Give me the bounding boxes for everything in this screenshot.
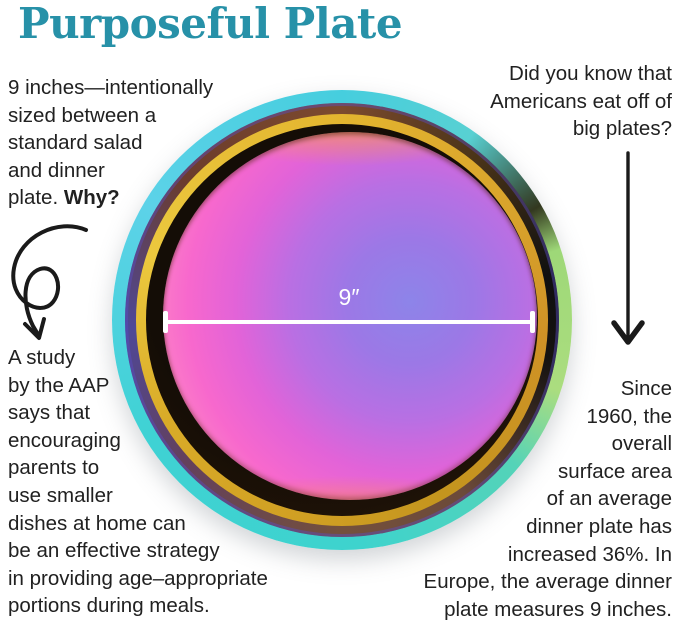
text-line: encouraging (8, 428, 121, 452)
text-line: big plates? (572, 117, 672, 141)
measure-endcap-right (530, 311, 535, 333)
down-arrow-icon (611, 151, 645, 345)
text-line: use smaller (8, 483, 113, 507)
text-line: be an effective strategy (8, 539, 220, 563)
fact-paragraph: Since 1960, the overall surface area of … (387, 375, 672, 623)
text-line: Did you know that (509, 62, 672, 85)
text-line: plate measures 9 inches. (444, 597, 672, 621)
loop-arrow-icon (11, 224, 88, 340)
text-line: sized between a (8, 103, 157, 127)
text-line: Since (620, 377, 672, 400)
text-line: portions during meals. (8, 594, 210, 618)
text-line: dishes at home can (8, 511, 186, 535)
text-line: parents to (8, 456, 100, 480)
text-line: surface area (558, 459, 672, 483)
text-line-prefix: plate. (8, 186, 64, 210)
text-line: overall (611, 432, 672, 456)
plate-face (163, 132, 537, 500)
why-emphasis: Why? (63, 186, 120, 210)
question-paragraph: Did you know that Americans eat off of b… (422, 60, 672, 143)
text-line: Americans eat off of (490, 89, 672, 113)
text-line: dinner plate has (526, 514, 672, 538)
diameter-measure-line (165, 320, 533, 324)
text-line: in providing age–appropriate (8, 566, 268, 590)
intro-paragraph: 9 inches—intentionally sized between a s… (8, 74, 243, 212)
text-line: 1960, the (586, 404, 673, 428)
text-line: A study (8, 346, 76, 369)
text-line: plate. Why? (8, 184, 243, 212)
text-line: 9 inches—intentionally (8, 76, 214, 99)
text-line: Europe, the average dinner (423, 570, 672, 594)
diameter-label: 9″ (338, 284, 360, 310)
text-line: increased 36%. In (507, 542, 672, 566)
page-title: Purposeful Plate (18, 0, 403, 48)
text-line: says that (8, 401, 91, 425)
study-paragraph: A study by the AAP says that encouraging… (8, 344, 278, 620)
text-line: of an average (546, 487, 672, 511)
text-line: and dinner (8, 158, 105, 182)
text-line: by the AAP (8, 373, 110, 397)
text-line: standard salad (8, 131, 143, 155)
measure-endcap-left (163, 311, 168, 333)
